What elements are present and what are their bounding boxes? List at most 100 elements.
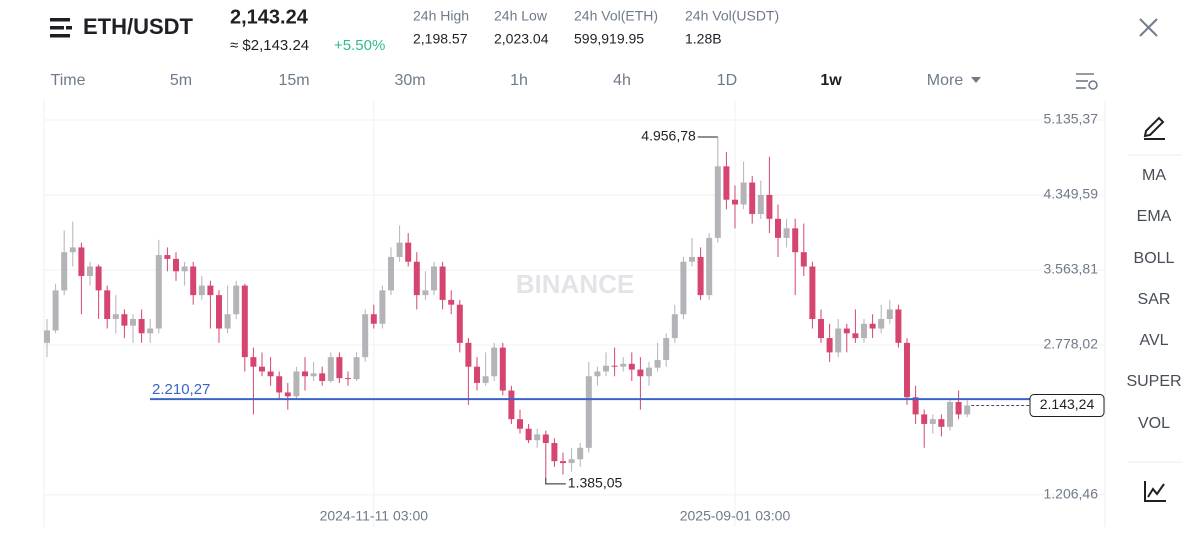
- candle-body: [95, 266, 102, 291]
- dropdown-arrow: [971, 77, 981, 83]
- close-button[interactable]: [1139, 18, 1158, 37]
- indicator[interactable]: MA: [1142, 167, 1166, 184]
- candle-body: [319, 373, 326, 382]
- chart-type-icon[interactable]: [1144, 481, 1166, 502]
- candle-body: [61, 252, 68, 291]
- candle-body: [87, 266, 93, 277]
- indicator[interactable]: SUPER: [1126, 373, 1181, 390]
- candle-body: [422, 290, 429, 296]
- candle-body: [964, 405, 971, 415]
- candle-body: [714, 166, 721, 238]
- y-tick-label: 3.563,81: [1044, 261, 1099, 277]
- stat-label: 24h High: [413, 8, 469, 24]
- candle-body: [164, 255, 171, 259]
- candle-body: [852, 333, 859, 339]
- candle-body: [585, 376, 592, 448]
- timeframe-tab[interactable]: 1D: [717, 72, 737, 89]
- min-leader: [545, 477, 566, 485]
- candle-body: [302, 371, 308, 377]
- candle-body: [706, 237, 713, 296]
- candle-body: [173, 258, 179, 272]
- indicator[interactable]: EMA: [1137, 208, 1172, 225]
- candle-body: [861, 323, 867, 339]
- timeframe-tab[interactable]: 15m: [278, 72, 309, 89]
- candle-body: [929, 419, 936, 424]
- candle-body: [912, 397, 919, 415]
- timeframe-tab[interactable]: 4h: [613, 72, 631, 89]
- candle-body: [663, 338, 670, 361]
- candle-body: [44, 330, 50, 343]
- stat-label: 24h Vol(USDT): [685, 8, 779, 24]
- candle-body: [69, 247, 76, 253]
- timeframe-tab[interactable]: Time: [51, 72, 86, 89]
- candle-body: [439, 266, 446, 300]
- candle-body: [689, 256, 695, 262]
- candle-body: [396, 242, 403, 257]
- candle-body: [474, 366, 480, 383]
- candle-body: [224, 314, 231, 329]
- candle-body: [878, 318, 885, 329]
- candle-body: [293, 371, 300, 397]
- timeframe-tab[interactable]: 1h: [510, 72, 528, 89]
- candle-body: [216, 295, 222, 329]
- candle-body: [843, 328, 850, 334]
- candle-body: [104, 290, 111, 319]
- candle-body: [775, 218, 781, 238]
- candle-body: [886, 309, 893, 319]
- candle-body: [757, 194, 764, 215]
- candle-body: [241, 285, 248, 358]
- timeframe-tab[interactable]: 30m: [394, 72, 425, 89]
- candle-body: [233, 285, 240, 315]
- candle-body: [456, 304, 463, 343]
- candle-body: [826, 338, 833, 353]
- candle-body: [577, 447, 584, 460]
- timeframe-tab[interactable]: 5m: [170, 72, 192, 89]
- timeframe-more[interactable]: More: [927, 72, 964, 89]
- candle-body: [130, 318, 136, 326]
- timeframe-tab-active[interactable]: 1w: [820, 72, 842, 89]
- candle-body: [792, 228, 799, 253]
- candle-body: [190, 266, 197, 296]
- x-tick-label: 2025-09-01 03:00: [680, 508, 791, 524]
- candle-body: [155, 255, 162, 329]
- candle-body: [147, 328, 154, 334]
- indicator[interactable]: VOL: [1138, 415, 1170, 432]
- stat-value: 2,023.04: [494, 31, 549, 47]
- candle-body: [603, 365, 609, 372]
- menu-icon[interactable]: [50, 18, 72, 38]
- candle-body: [895, 309, 902, 343]
- indicator[interactable]: AVL: [1139, 332, 1168, 349]
- candle-body: [284, 392, 291, 397]
- candle-body: [542, 434, 549, 444]
- candle-body: [568, 459, 575, 464]
- y-tick-label: 4.349,59: [1044, 186, 1099, 202]
- candle-body: [465, 342, 472, 367]
- indicator[interactable]: SAR: [1138, 291, 1171, 308]
- stat-value: 2,198.57: [413, 31, 468, 47]
- candle-body: [938, 419, 945, 427]
- candle-body: [52, 290, 59, 331]
- candle-body: [388, 256, 394, 291]
- candle-body: [379, 290, 386, 324]
- candle-body: [517, 419, 523, 429]
- candle-body: [250, 357, 257, 367]
- chart-settings-icon[interactable]: [1076, 73, 1098, 90]
- x-tick-label: 2024-11-11 03:00: [320, 508, 429, 524]
- draw-tool-icon[interactable]: [1143, 116, 1165, 140]
- pair-name[interactable]: ETH/USDT: [83, 14, 194, 39]
- candle-body: [628, 363, 635, 370]
- stat-label: 24h Vol(ETH): [574, 8, 658, 24]
- candle-body: [448, 299, 455, 305]
- indicator[interactable]: BOLL: [1134, 250, 1175, 267]
- approx-price: ≈ $2,143.24: [230, 37, 309, 54]
- candle-body: [869, 323, 876, 329]
- candle-body: [671, 314, 678, 339]
- candle-body: [835, 328, 842, 353]
- min-label: 1.385,05: [568, 475, 623, 491]
- last-price-box: [1029, 394, 1105, 418]
- candle-body: [508, 390, 515, 420]
- candle-body: [345, 378, 351, 380]
- candle-body: [534, 434, 541, 441]
- candle-body: [267, 371, 274, 377]
